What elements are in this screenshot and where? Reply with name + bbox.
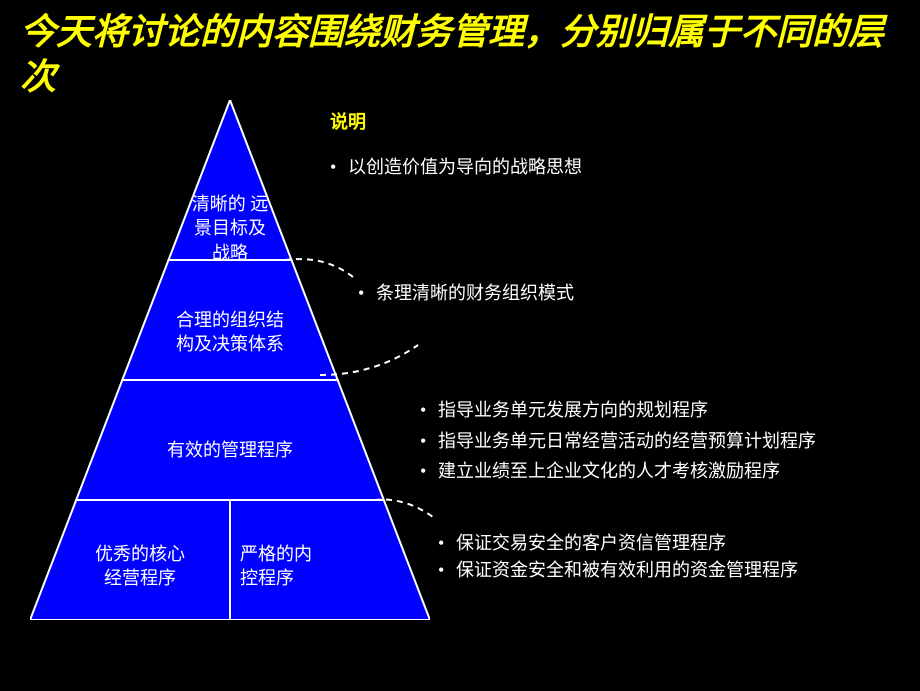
desc-3-item-1: •指导业务单元发展方向的规划程序 xyxy=(420,395,816,426)
bullet-icon: • xyxy=(420,456,438,487)
pyramid-label-4r-line2: 控程序 xyxy=(240,568,294,588)
desc-2-text-1: 条理清晰的财务组织模式 xyxy=(376,283,574,303)
desc-3-text-2: 指导业务单元日常经营活动的经营预算计划程序 xyxy=(438,431,816,451)
pyramid-label-1-line2: 景目标及 xyxy=(194,218,266,238)
pyramid-label-4-right: 严格的内 控程序 xyxy=(240,542,380,591)
pyramid-label-1: 清晰的 远 景目标及 战略 xyxy=(180,192,280,265)
pyramid-label-2-line2: 构及决策体系 xyxy=(176,334,284,354)
desc-4-text-1: 保证交易安全的客户资信管理程序 xyxy=(456,533,726,553)
desc-4-text-2: 保证资金安全和被有效利用的资金管理程序 xyxy=(456,560,798,580)
bullet-icon: • xyxy=(438,530,456,557)
pyramid-label-2: 合理的组织结 构及决策体系 xyxy=(160,308,300,357)
desc-2-item-1: •条理清晰的财务组织模式 xyxy=(358,278,574,309)
bullet-icon: • xyxy=(358,278,376,309)
description-block-4: •保证交易安全的客户资信管理程序 •保证资金安全和被有效利用的资金管理程序 xyxy=(438,530,798,584)
pyramid-label-3-line1: 有效的管理程序 xyxy=(167,440,293,460)
pyramid-label-4l-line1: 优秀的核心 xyxy=(95,544,185,564)
desc-3-text-1: 指导业务单元发展方向的规划程序 xyxy=(438,400,708,420)
desc-3-item-3: •建立业绩至上企业文化的人才考核激励程序 xyxy=(420,456,816,487)
pyramid-label-4l-line2: 经营程序 xyxy=(104,568,176,588)
bullet-icon: • xyxy=(438,557,456,584)
description-block-3: •指导业务单元发展方向的规划程序 •指导业务单元日常经营活动的经营预算计划程序 … xyxy=(420,395,816,487)
bullet-icon: • xyxy=(420,395,438,426)
bullet-icon: • xyxy=(330,152,348,183)
description-block-1: •以创造价值为导向的战略思想 xyxy=(330,152,582,183)
pyramid-label-2-line1: 合理的组织结 xyxy=(176,310,284,330)
bullet-icon: • xyxy=(420,426,438,457)
slide: 今天将讨论的内容围绕财务管理，分别归属于不同的层次 说明 清晰的 远 景目标及 … xyxy=(0,0,920,691)
pyramid-label-3: 有效的管理程序 xyxy=(130,438,330,462)
desc-3-text-3: 建立业绩至上企业文化的人才考核激励程序 xyxy=(438,461,780,481)
pyramid-label-1-line1: 清晰的 远 xyxy=(192,194,269,214)
pyramid-label-4r-line1: 严格的内 xyxy=(240,544,312,564)
desc-4-item-1: •保证交易安全的客户资信管理程序 xyxy=(438,530,798,557)
desc-3-item-2: •指导业务单元日常经营活动的经营预算计划程序 xyxy=(420,426,816,457)
pyramid-label-1-line3: 战略 xyxy=(212,243,248,263)
desc-1-item-1: •以创造价值为导向的战略思想 xyxy=(330,152,582,183)
desc-1-text-1: 以创造价值为导向的战略思想 xyxy=(348,157,582,177)
page-title: 今天将讨论的内容围绕财务管理，分别归属于不同的层次 xyxy=(20,10,900,100)
description-block-2: •条理清晰的财务组织模式 xyxy=(358,278,574,309)
desc-4-item-2: •保证资金安全和被有效利用的资金管理程序 xyxy=(438,557,798,584)
pyramid-label-4-left: 优秀的核心 经营程序 xyxy=(70,542,210,591)
